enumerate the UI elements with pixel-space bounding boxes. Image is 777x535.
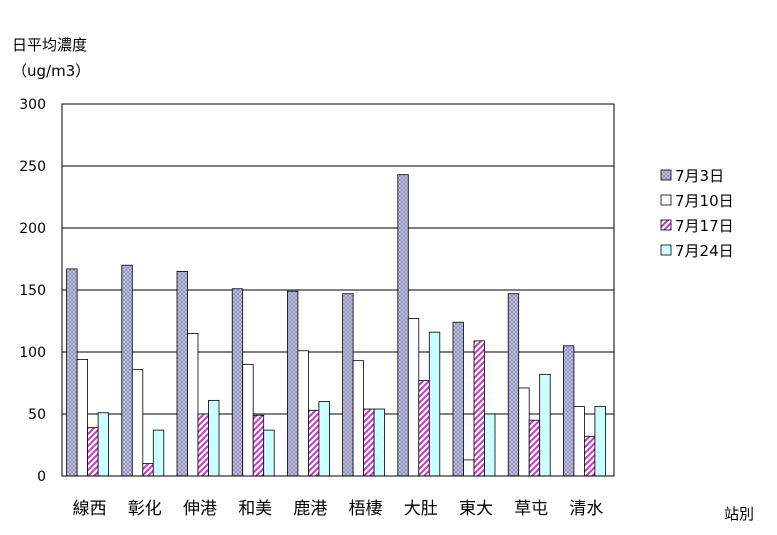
y-axis-label: 日平均濃度 xyxy=(12,36,87,54)
bar-2-1 xyxy=(76,359,88,477)
bar-4-9 xyxy=(539,373,551,477)
x-tick-label: 鹿港 xyxy=(293,499,327,519)
legend-label: 7月3日 xyxy=(675,167,724,185)
bar-1-10 xyxy=(563,345,575,477)
bar-4-3 xyxy=(208,399,220,477)
y-tick-label: 300 xyxy=(19,97,46,113)
y-tick-label: 50 xyxy=(28,407,46,423)
bar-3-10 xyxy=(584,435,596,477)
y-tick-label: 100 xyxy=(19,345,46,361)
bar-3-5 xyxy=(307,409,320,477)
bar-4-1 xyxy=(97,412,109,477)
bar-1-9 xyxy=(507,293,520,477)
bar-1-2 xyxy=(121,264,133,477)
plot-area-frame xyxy=(61,103,615,477)
bar-2-10 xyxy=(573,406,585,477)
y-tick-label: 150 xyxy=(19,283,46,299)
bar-2-5 xyxy=(297,350,309,477)
bar-4-4 xyxy=(263,429,275,477)
x-tick-label: 草屯 xyxy=(514,499,548,519)
y-tick-label: 250 xyxy=(19,159,46,175)
x-tick-label: 梧棲 xyxy=(349,499,383,519)
bar-2-9 xyxy=(518,387,530,477)
x-axis-label: 站別 xyxy=(724,505,754,523)
bar-4-7 xyxy=(428,331,441,477)
bar-3-6 xyxy=(363,408,375,477)
x-tick-labels: 線西 彰化 伸港 和美 鹿港 梧棲 大肚 東大 草屯 清水 xyxy=(73,499,604,519)
bar-3-9 xyxy=(528,419,541,477)
x-tick-label: 東大 xyxy=(459,499,493,519)
bar-1-8 xyxy=(452,321,464,477)
legend-label: 7月10日 xyxy=(675,192,734,210)
bar-2-6 xyxy=(352,360,365,477)
y-tick-label: 200 xyxy=(19,221,46,237)
bar-1-4 xyxy=(231,288,244,477)
y-tick-labels: 0 50 100 150 200 250 300 xyxy=(19,97,46,485)
bar-1-3 xyxy=(176,270,188,477)
bar-4-6 xyxy=(373,408,386,477)
bar-4-8 xyxy=(484,413,496,477)
bar-2-3 xyxy=(187,332,199,477)
x-tick-label: 和美 xyxy=(238,499,272,519)
x-tick-label: 線西 xyxy=(73,499,107,519)
bar-3-1 xyxy=(87,427,99,477)
bar-1-5 xyxy=(286,290,299,477)
bar-2-7 xyxy=(407,318,420,477)
x-tick-label: 清水 xyxy=(569,499,603,519)
x-tick-label: 伸港 xyxy=(183,499,217,519)
bar-1-1 xyxy=(66,268,78,477)
bar-3-2 xyxy=(142,463,154,477)
bar-4-5 xyxy=(318,401,330,477)
x-tick-label: 大肚 xyxy=(404,499,438,519)
bar-1-7 xyxy=(397,174,409,477)
bar-4-2 xyxy=(152,429,165,477)
bar-2-8 xyxy=(463,459,475,477)
bar-4-10 xyxy=(594,406,606,477)
legend-swatch xyxy=(660,219,672,231)
legend-label: 7月24日 xyxy=(675,242,734,260)
y-axis-unit: （ug/m3） xyxy=(12,62,90,80)
bar-3-3 xyxy=(197,413,209,477)
bar-1-6 xyxy=(342,293,354,477)
legend-swatch xyxy=(660,194,672,206)
legend-swatch xyxy=(660,244,672,256)
legend-swatch xyxy=(660,169,672,181)
legend: 7月3日 7月10日 7月17日 7月24日 xyxy=(660,167,734,260)
x-tick-label: 彰化 xyxy=(128,499,162,519)
bar-2-2 xyxy=(131,368,144,477)
bar-2-4 xyxy=(242,363,254,477)
bar-3-7 xyxy=(418,380,430,477)
bar-3-4 xyxy=(252,414,265,477)
bars xyxy=(66,174,606,477)
y-tick-label: 0 xyxy=(37,469,46,485)
bar-3-8 xyxy=(473,340,485,477)
legend-label: 7月17日 xyxy=(675,217,734,235)
